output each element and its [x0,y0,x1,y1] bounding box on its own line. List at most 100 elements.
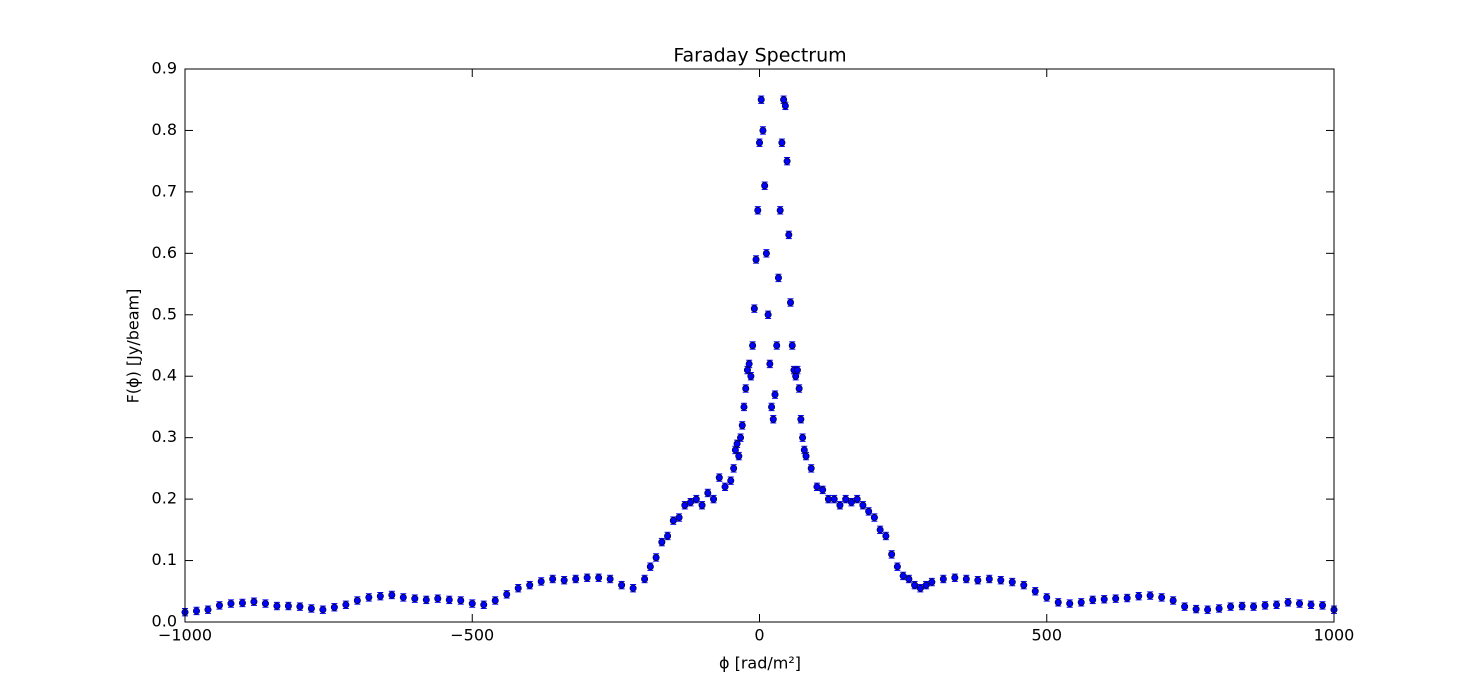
data-point [788,341,796,349]
data-point [916,584,924,592]
data-point [870,514,878,522]
data-point [434,595,442,603]
data-point [797,415,805,423]
y-tick-label: 0.4 [152,366,177,385]
data-point [750,305,758,313]
data-point [800,446,808,454]
data-point [192,607,200,615]
data-point [780,96,788,104]
data-point [675,514,683,522]
data-point [747,372,755,380]
data-point [1284,598,1292,606]
data-point [1054,598,1062,606]
data-point [629,584,637,592]
data-point [819,486,827,494]
data-point [761,182,769,190]
data-point [692,495,700,503]
data-point [704,489,712,497]
data-point [618,581,626,589]
data-point [399,593,407,601]
data-point [997,576,1005,584]
data-point [669,517,677,525]
y-tick-label: 0.8 [152,120,177,139]
data-point [766,360,774,368]
data-point [787,298,795,306]
data-point [1307,601,1315,609]
data-point [1031,587,1039,595]
data-point [813,483,821,491]
data-point [1204,606,1212,614]
data-point [755,139,763,147]
data-point [445,596,453,604]
data-point [250,598,258,606]
data-point [1215,604,1223,612]
data-point [807,464,815,472]
data-point [911,581,919,589]
data-point [1066,600,1074,608]
data-point [365,593,373,601]
x-tick-label: 500 [1031,626,1062,645]
data-point [799,434,807,442]
data-point [793,366,801,374]
data-point [876,526,884,534]
x-tick-label: 1000 [1314,626,1355,645]
data-point [1319,601,1327,609]
data-point [572,575,580,583]
data-point [1261,601,1269,609]
data-point [1273,601,1281,609]
data-point [422,596,430,604]
data-point [715,474,723,482]
data-point [752,255,760,263]
y-tick-label: 0.7 [152,181,177,200]
data-point [842,495,850,503]
data-point [783,157,791,165]
data-point [646,563,654,571]
data-point [1169,596,1177,604]
x-tick-label: 0 [754,626,764,645]
data-point [204,606,212,614]
data-point [893,563,901,571]
data-point [859,501,867,509]
data-point [549,575,557,583]
data-point [764,311,772,319]
data-point [865,507,873,515]
data-point [962,575,970,583]
data-point [1123,594,1131,602]
data-point [480,601,488,609]
data-point [606,575,614,583]
plot-area [181,95,1338,617]
data-point [905,575,913,583]
x-tick-label: −1000 [158,626,212,645]
data-point [330,603,338,611]
data-point [1250,603,1258,611]
data-point [922,581,930,589]
data-point [785,231,793,239]
data-point [388,591,396,599]
data-point [1296,600,1304,608]
data-point [727,477,735,485]
data-point [888,550,896,558]
data-point [847,498,855,506]
data-point [595,574,603,582]
data-point [830,495,838,503]
data-point [681,501,689,509]
data-point [928,578,936,586]
data-point [457,596,465,604]
data-point [227,600,235,608]
data-point [745,360,753,368]
data-point [1112,595,1120,603]
data-point [773,341,781,349]
data-point [503,590,511,598]
data-point [738,421,746,429]
y-tick-label: 0.3 [152,427,177,446]
data-point [776,206,784,214]
data-point [759,126,767,134]
data-point [768,403,776,411]
data-point [526,581,534,589]
data-point [974,576,982,584]
data-point [710,495,718,503]
data-point [1146,592,1154,600]
data-point [1100,595,1108,603]
data-point [735,452,743,460]
